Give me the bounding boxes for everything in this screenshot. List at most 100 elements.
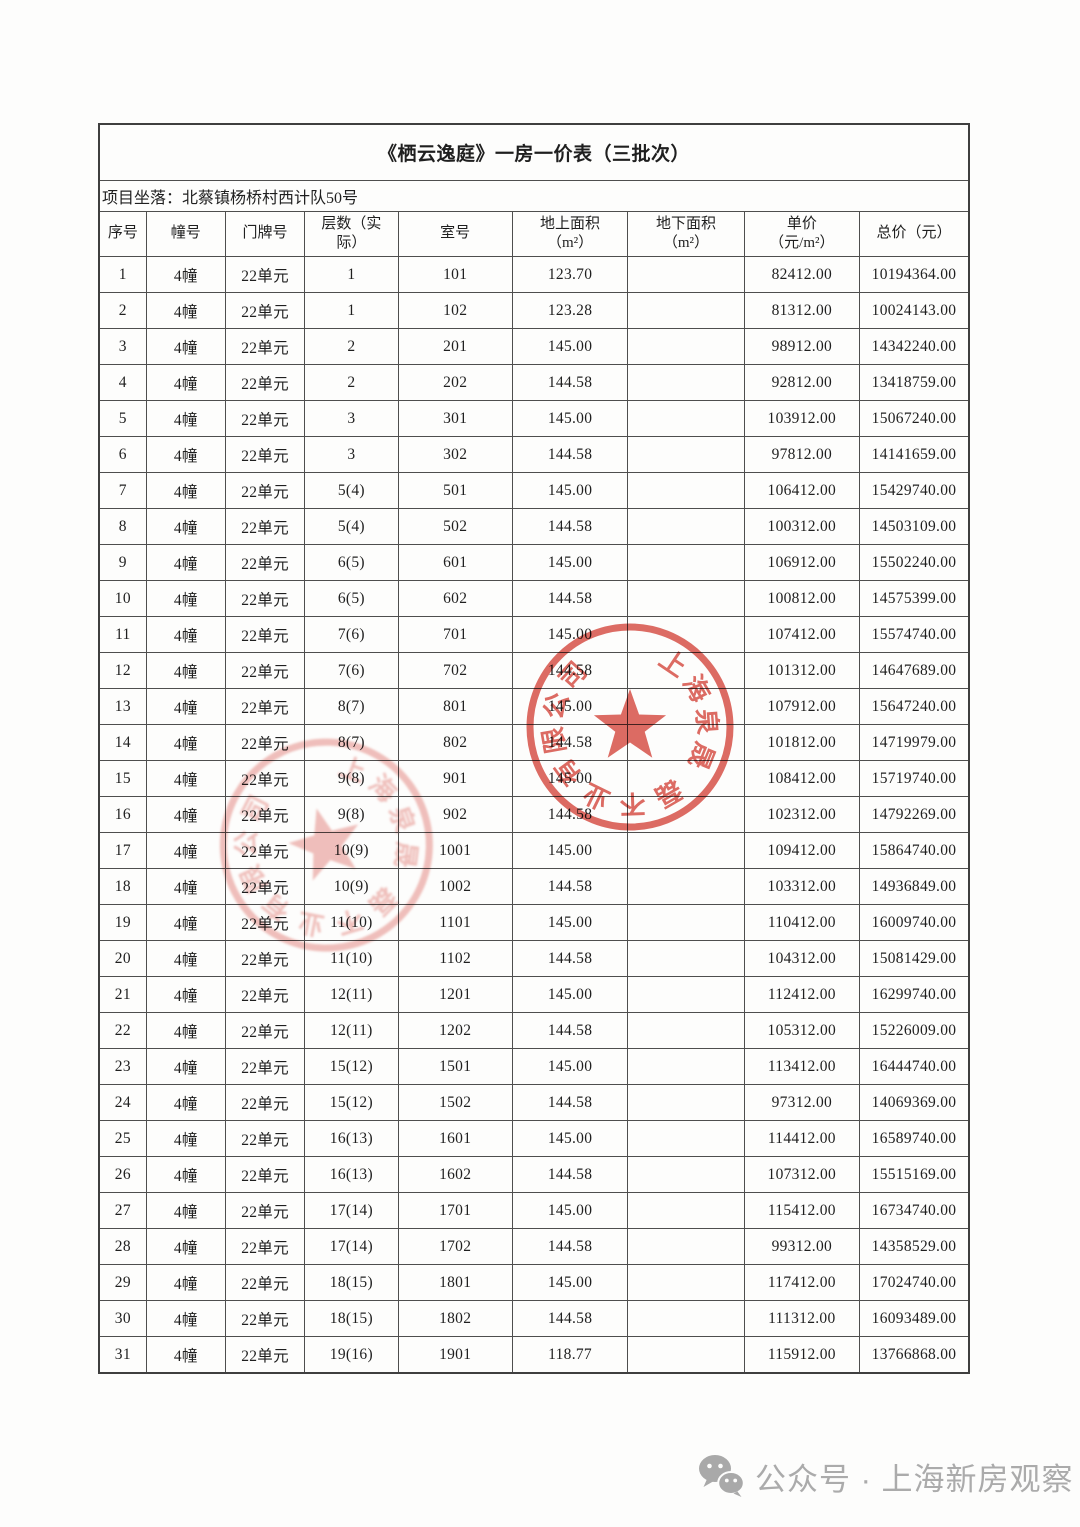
table-cell: 22单元 <box>224 904 306 941</box>
table-cell: 22单元 <box>224 328 306 365</box>
table-cell: 4幢 <box>145 1156 226 1193</box>
table-cell: 101 <box>397 256 513 293</box>
table-cell: 8(7) <box>304 688 399 725</box>
table-cell <box>627 976 745 1013</box>
table-row: 23 4幢 22单元 15(12) 1501 145.00 113412.00 1644474… <box>98 1048 970 1085</box>
table-cell: 145.00 <box>511 544 629 581</box>
table-cell: 10 <box>98 580 147 617</box>
table-row: 19 4幢 22单元 11(10) 1101 145.00 110412.00 1600974… <box>98 904 970 941</box>
table-cell: 144.58 <box>511 436 629 473</box>
table-cell: 101812.00 <box>743 724 861 761</box>
table-cell: 22单元 <box>224 472 306 509</box>
table-cell: 15(12) <box>304 1048 399 1085</box>
table-cell: 19(16) <box>304 1336 399 1374</box>
table-cell: 7(6) <box>304 616 399 653</box>
table-cell: 22单元 <box>224 364 306 401</box>
table-cell: 501 <box>397 472 513 509</box>
table-cell: 9(8) <box>304 796 399 833</box>
table-cell: 12(11) <box>304 976 399 1013</box>
table-cell: 5(4) <box>304 508 399 545</box>
table-cell: 4幢 <box>145 544 226 581</box>
column-header: 序号 <box>98 211 147 257</box>
table-cell: 15719740.00 <box>859 760 970 797</box>
table-cell: 4幢 <box>145 1264 226 1301</box>
table-cell: 301 <box>397 400 513 437</box>
table-cell: 117412.00 <box>743 1264 861 1301</box>
table-cell: 123.28 <box>511 292 629 329</box>
table-cell: 81312.00 <box>743 292 861 329</box>
price-table: 《栖云逸庭》一房一价表（三批次） 项目坐落：北蔡镇杨桥村西计队50号 序号 幢号门… <box>98 123 970 1374</box>
table-cell: 1201 <box>397 976 513 1013</box>
table-cell: 8 <box>98 508 147 545</box>
table-row: 17 4幢 22单元 10(9) 1001 145.00 109412.00 15864740… <box>98 832 970 869</box>
table-cell: 4幢 <box>145 688 226 725</box>
table-cell: 98912.00 <box>743 328 861 365</box>
table-cell: 30 <box>98 1300 147 1337</box>
table-cell: 6(5) <box>304 580 399 617</box>
table-cell: 22单元 <box>224 724 306 761</box>
table-cell <box>627 472 745 509</box>
table-cell: 4幢 <box>145 400 226 437</box>
table-cell: 123.70 <box>511 256 629 293</box>
table-cell: 114412.00 <box>743 1120 861 1157</box>
table-row: 29 4幢 22单元 18(15) 1801 145.00 117412.00 1702474… <box>98 1264 970 1301</box>
wechat-watermark: 公众号 · 上海新房观察 <box>698 1450 1074 1502</box>
table-cell <box>627 400 745 437</box>
table-row: 4 4幢 22单元 2 202 144.58 92812.00 13418759.00 <box>98 364 970 401</box>
table-cell: 19 <box>98 904 147 941</box>
table-cell <box>627 292 745 329</box>
table-row: 25 4幢 22单元 16(13) 1601 145.00 114412.00 1658974… <box>98 1120 970 1157</box>
table-cell: 113412.00 <box>743 1048 861 1085</box>
table-cell: 1202 <box>397 1012 513 1049</box>
table-cell: 17(14) <box>304 1228 399 1265</box>
table-cell: 12 <box>98 652 147 689</box>
table-cell: 22单元 <box>224 508 306 545</box>
table-row: 12 4幢 22单元 7(6) 702 144.58 101312.00 14647689.0… <box>98 652 970 689</box>
table-cell: 4幢 <box>145 1192 226 1229</box>
table-cell: 1602 <box>397 1156 513 1193</box>
table-cell: 702 <box>397 652 513 689</box>
table-cell: 112412.00 <box>743 976 861 1013</box>
table-cell: 22单元 <box>224 292 306 329</box>
table-cell: 2 <box>304 364 399 401</box>
table-cell: 9(8) <box>304 760 399 797</box>
table-cell: 302 <box>397 436 513 473</box>
table-cell: 7(6) <box>304 652 399 689</box>
table-cell <box>627 616 745 653</box>
table-cell: 14503109.00 <box>859 508 970 545</box>
table-cell: 144.58 <box>511 1084 629 1121</box>
table-cell: 145.00 <box>511 1192 629 1229</box>
table-cell <box>627 580 745 617</box>
table-cell: 16(13) <box>304 1120 399 1157</box>
table-cell: 3 <box>304 436 399 473</box>
table-cell: 22单元 <box>224 1120 306 1157</box>
table-row: 1 4幢 22单元 1 101 123.70 82412.00 10194364.00 <box>98 256 970 293</box>
table-row: 21 4幢 22单元 12(11) 1201 145.00 112412.00 1629974… <box>98 976 970 1013</box>
table-cell <box>627 364 745 401</box>
table-cell: 99312.00 <box>743 1228 861 1265</box>
table-cell: 22单元 <box>224 1012 306 1049</box>
table-cell <box>627 940 745 977</box>
table-cell: 14141659.00 <box>859 436 970 473</box>
table-cell: 144.58 <box>511 1228 629 1265</box>
table-cell: 12(11) <box>304 1012 399 1049</box>
table-cell: 4幢 <box>145 940 226 977</box>
table-cell: 22单元 <box>224 616 306 653</box>
table-cell <box>627 1228 745 1265</box>
table-cell: 10(9) <box>304 832 399 869</box>
table-cell: 145.00 <box>511 976 629 1013</box>
table-cell: 15429740.00 <box>859 472 970 509</box>
table-cell: 16009740.00 <box>859 904 970 941</box>
table-cell: 10024143.00 <box>859 292 970 329</box>
table-cell: 11(10) <box>304 940 399 977</box>
table-cell: 144.58 <box>511 940 629 977</box>
table-cell: 21 <box>98 976 147 1013</box>
table-cell: 100312.00 <box>743 508 861 545</box>
table-cell: 144.58 <box>511 652 629 689</box>
table-cell: 1102 <box>397 940 513 977</box>
table-cell: 22单元 <box>224 976 306 1013</box>
table-row: 8 4幢 22单元 5(4) 502 144.58 100312.00 14503109.00 <box>98 508 970 545</box>
table-cell: 14792269.00 <box>859 796 970 833</box>
table-cell: 5 <box>98 400 147 437</box>
table-cell <box>627 1264 745 1301</box>
